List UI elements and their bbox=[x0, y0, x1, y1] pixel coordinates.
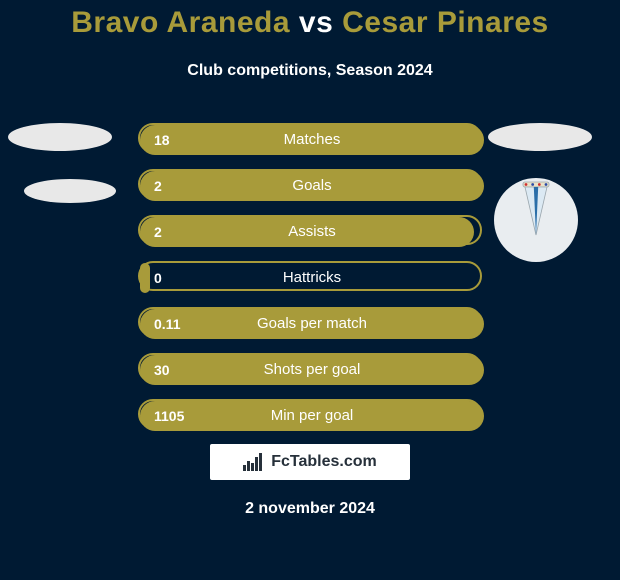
stat-label: Min per goal bbox=[140, 401, 484, 431]
player2-name: Cesar Pinares bbox=[342, 6, 549, 39]
subtitle: Club competitions, Season 2024 bbox=[0, 62, 620, 80]
decor-ellipse bbox=[488, 123, 592, 151]
stat-row: 30Shots per goal bbox=[138, 353, 482, 383]
decor-ellipse bbox=[24, 179, 116, 203]
date-text: 2 november 2024 bbox=[0, 500, 620, 518]
stat-label: Assists bbox=[140, 217, 484, 247]
stat-label: Hattricks bbox=[140, 263, 484, 293]
stat-label: Goals per match bbox=[140, 309, 484, 339]
bar-chart-icon bbox=[243, 453, 265, 471]
stat-row: 18Matches bbox=[138, 123, 482, 153]
vs-separator: vs bbox=[299, 6, 333, 39]
watermark: FcTables.com bbox=[210, 444, 410, 480]
decor-ellipse bbox=[8, 123, 112, 151]
stat-row: 2Goals bbox=[138, 169, 482, 199]
stat-row: 0Hattricks bbox=[138, 261, 482, 291]
club-pennant-icon bbox=[521, 180, 551, 242]
stat-label: Matches bbox=[140, 125, 484, 155]
stat-label: Shots per goal bbox=[140, 355, 484, 385]
watermark-text: FcTables.com bbox=[271, 453, 377, 471]
stat-label: Goals bbox=[140, 171, 484, 201]
stat-row: 2Assists bbox=[138, 215, 482, 245]
stat-row: 1105Min per goal bbox=[138, 399, 482, 429]
stat-row: 0.11Goals per match bbox=[138, 307, 482, 337]
page-title: Bravo Araneda vs Cesar Pinares bbox=[0, 6, 620, 40]
comparison-infographic: Bravo Araneda vs Cesar Pinares Club comp… bbox=[0, 0, 620, 580]
player1-name: Bravo Araneda bbox=[71, 6, 290, 39]
